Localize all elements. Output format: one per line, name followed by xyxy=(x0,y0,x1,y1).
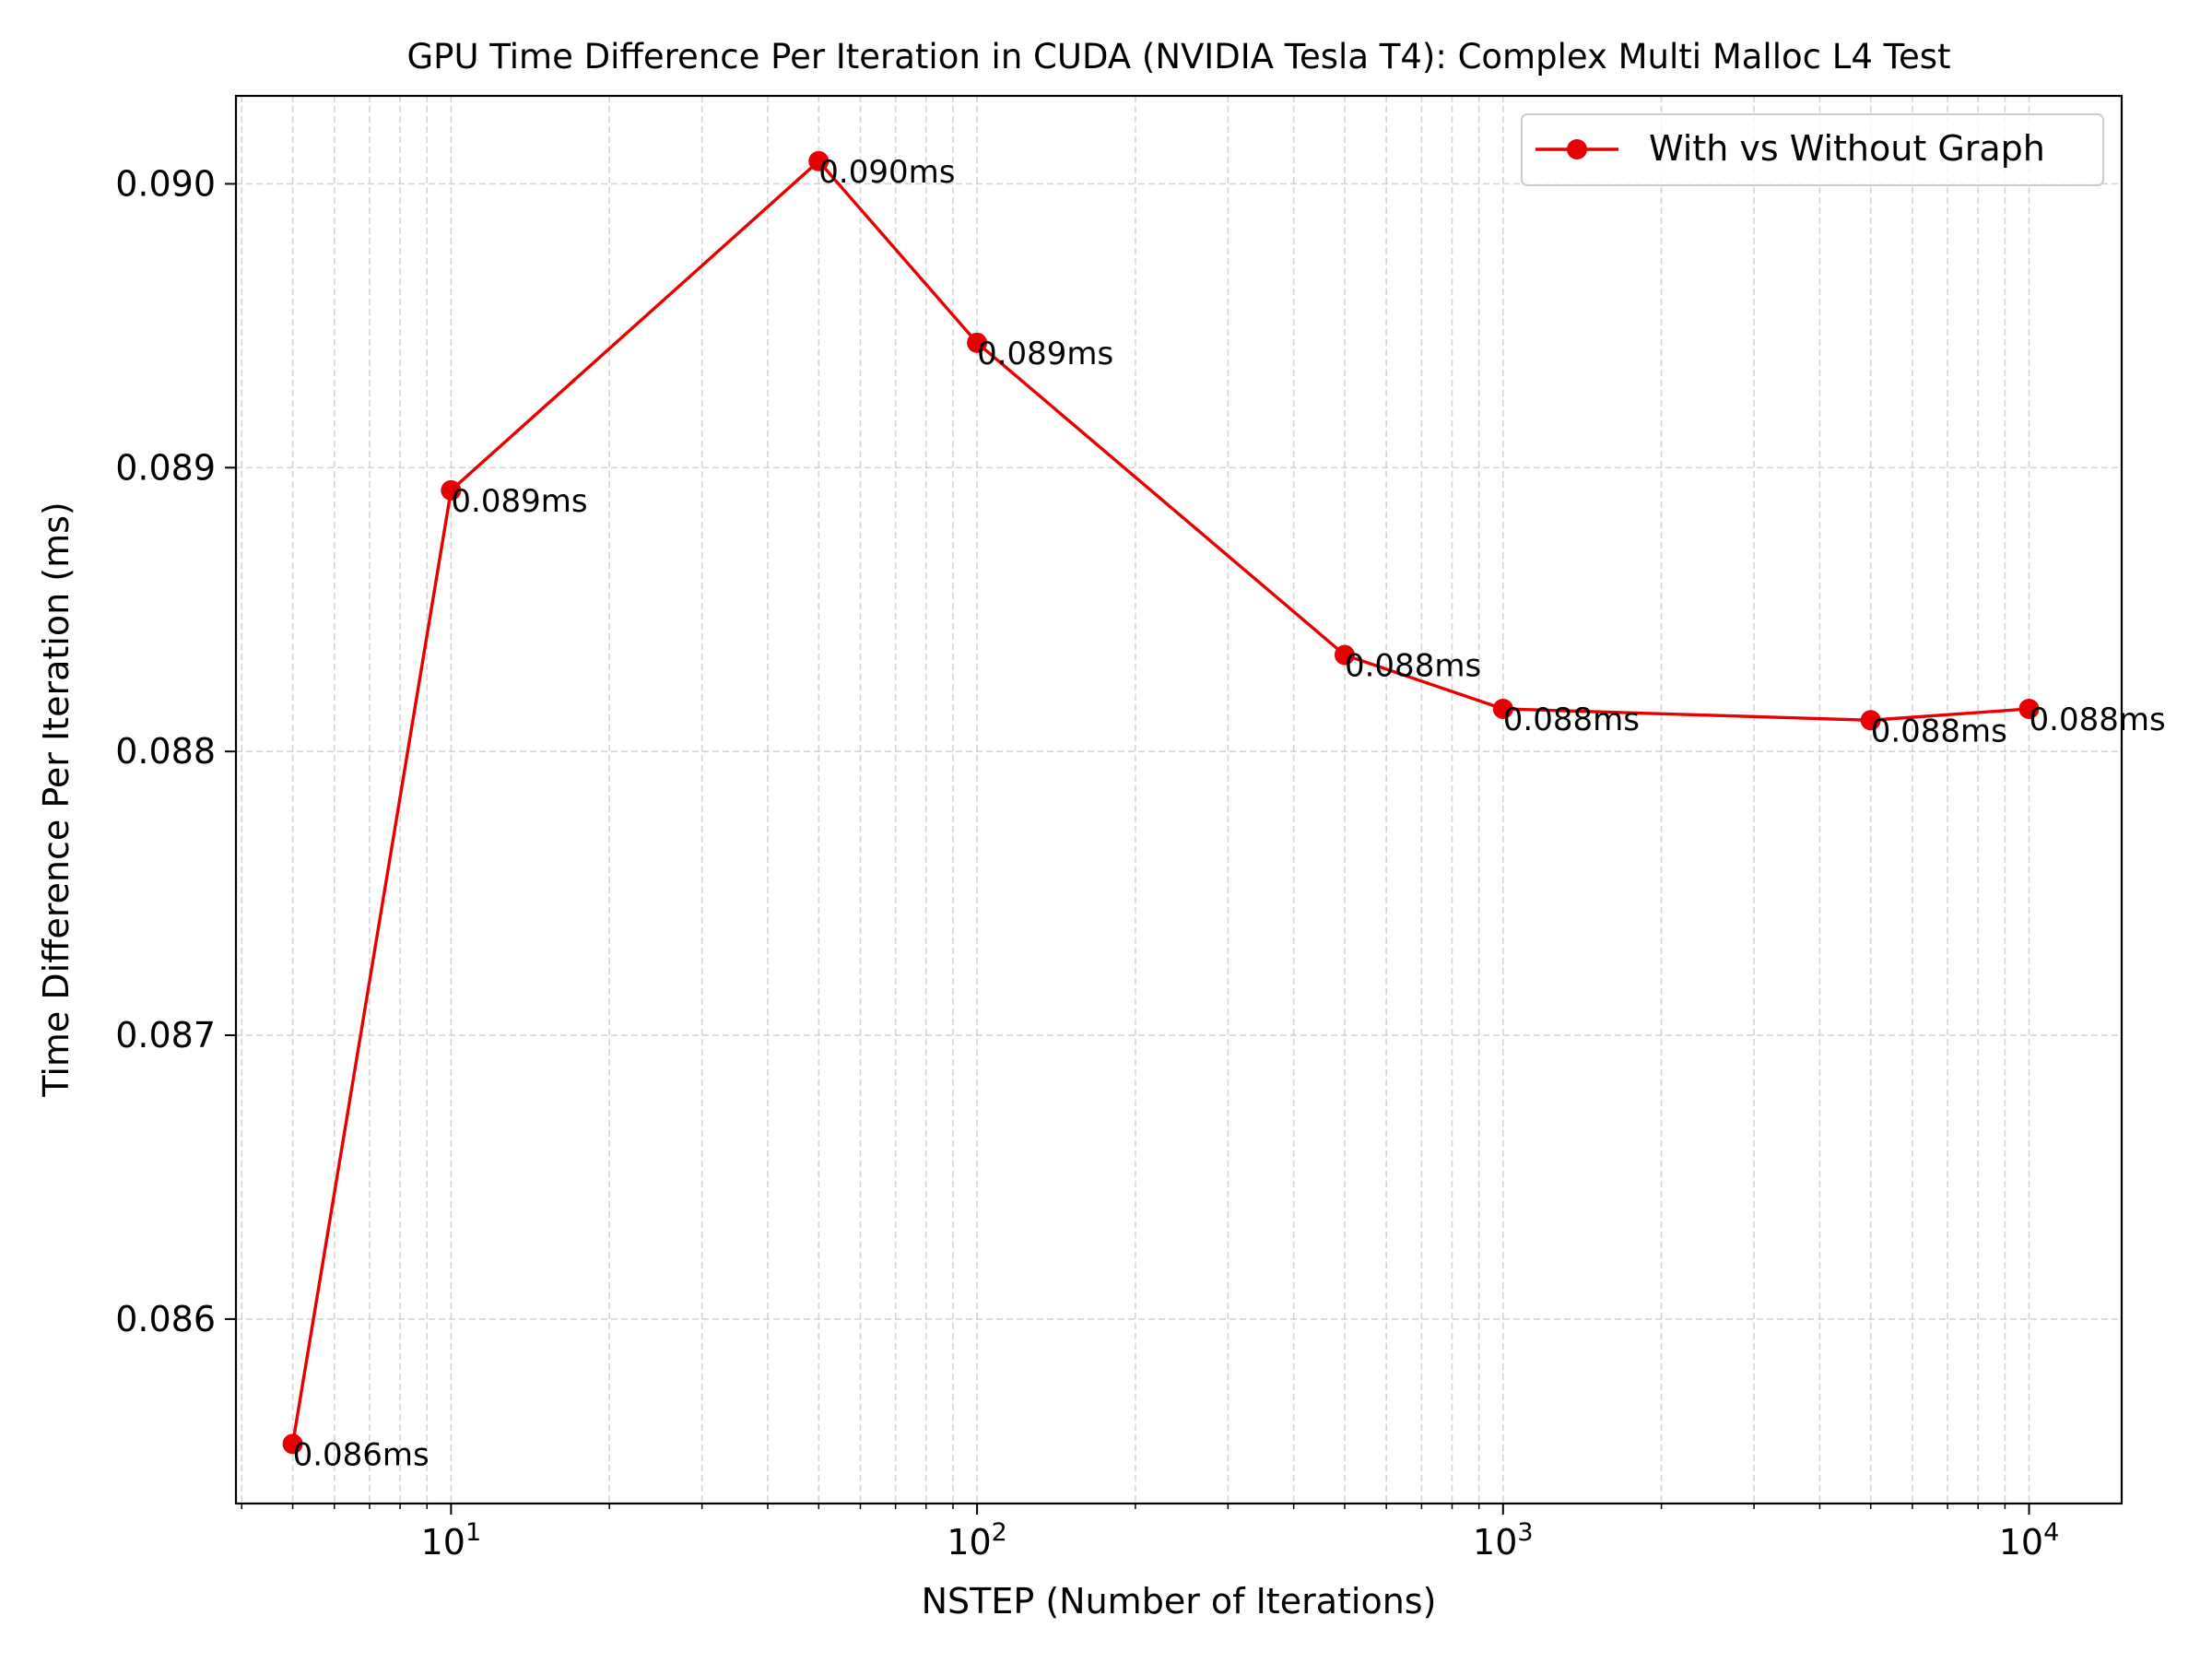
data-label: 0.088ms xyxy=(1871,713,2007,749)
data-point xyxy=(2018,698,2040,719)
y-tick-label: 0.088 xyxy=(115,731,216,772)
data-label: 0.088ms xyxy=(1503,702,1640,738)
y-tick-label: 0.086 xyxy=(115,1299,216,1339)
x-tick-label: 103 xyxy=(1473,1518,1534,1563)
data-label: 0.088ms xyxy=(2030,702,2166,738)
x-tick-label: 101 xyxy=(421,1518,482,1563)
plot-frame xyxy=(234,94,2124,1505)
legend-box xyxy=(1521,113,2104,186)
data-label: 0.090ms xyxy=(818,154,955,191)
data-point xyxy=(1860,710,1881,731)
series xyxy=(282,150,2040,1455)
y-tick-label: 0.090 xyxy=(115,163,216,204)
y-tick-label: 0.089 xyxy=(115,447,216,488)
data-labels: 0.086ms 0.089ms 0.090ms 0.089ms 0.088ms 0.088… xyxy=(293,154,2166,1474)
legend-entry-label: With vs Without Graph xyxy=(1649,128,2045,169)
x-tick-label: 102 xyxy=(947,1518,1007,1563)
data-label: 0.086ms xyxy=(293,1436,429,1473)
data-point xyxy=(282,1433,303,1455)
chart-title: GPU Time Difference Per Iteration in CUD… xyxy=(406,37,1950,77)
y-tick-label: 0.087 xyxy=(115,1015,216,1056)
data-label: 0.089ms xyxy=(977,336,1113,372)
series-line xyxy=(290,159,2030,1445)
data-label: 0.088ms xyxy=(1345,647,1481,684)
data-point xyxy=(1492,698,1513,719)
x-axis-label: NSTEP (Number of Iterations) xyxy=(922,1581,1437,1622)
data-point xyxy=(808,150,830,171)
axis-ticks: 101 102 103 104 0.086 0.087 0.088 0.089 0.090 xyxy=(115,163,2059,1563)
y-axis-label: Time Difference Per Iteration (ms) xyxy=(36,501,76,1097)
data-label: 0.089ms xyxy=(451,483,587,520)
legend-marker-swatch xyxy=(1567,139,1587,159)
data-point xyxy=(1334,644,1355,666)
data-point xyxy=(967,332,988,353)
legend: With vs Without Graph xyxy=(1521,113,2104,186)
grid xyxy=(236,96,2122,1504)
data-point xyxy=(441,479,462,501)
x-tick-label: 104 xyxy=(1999,1518,2060,1563)
